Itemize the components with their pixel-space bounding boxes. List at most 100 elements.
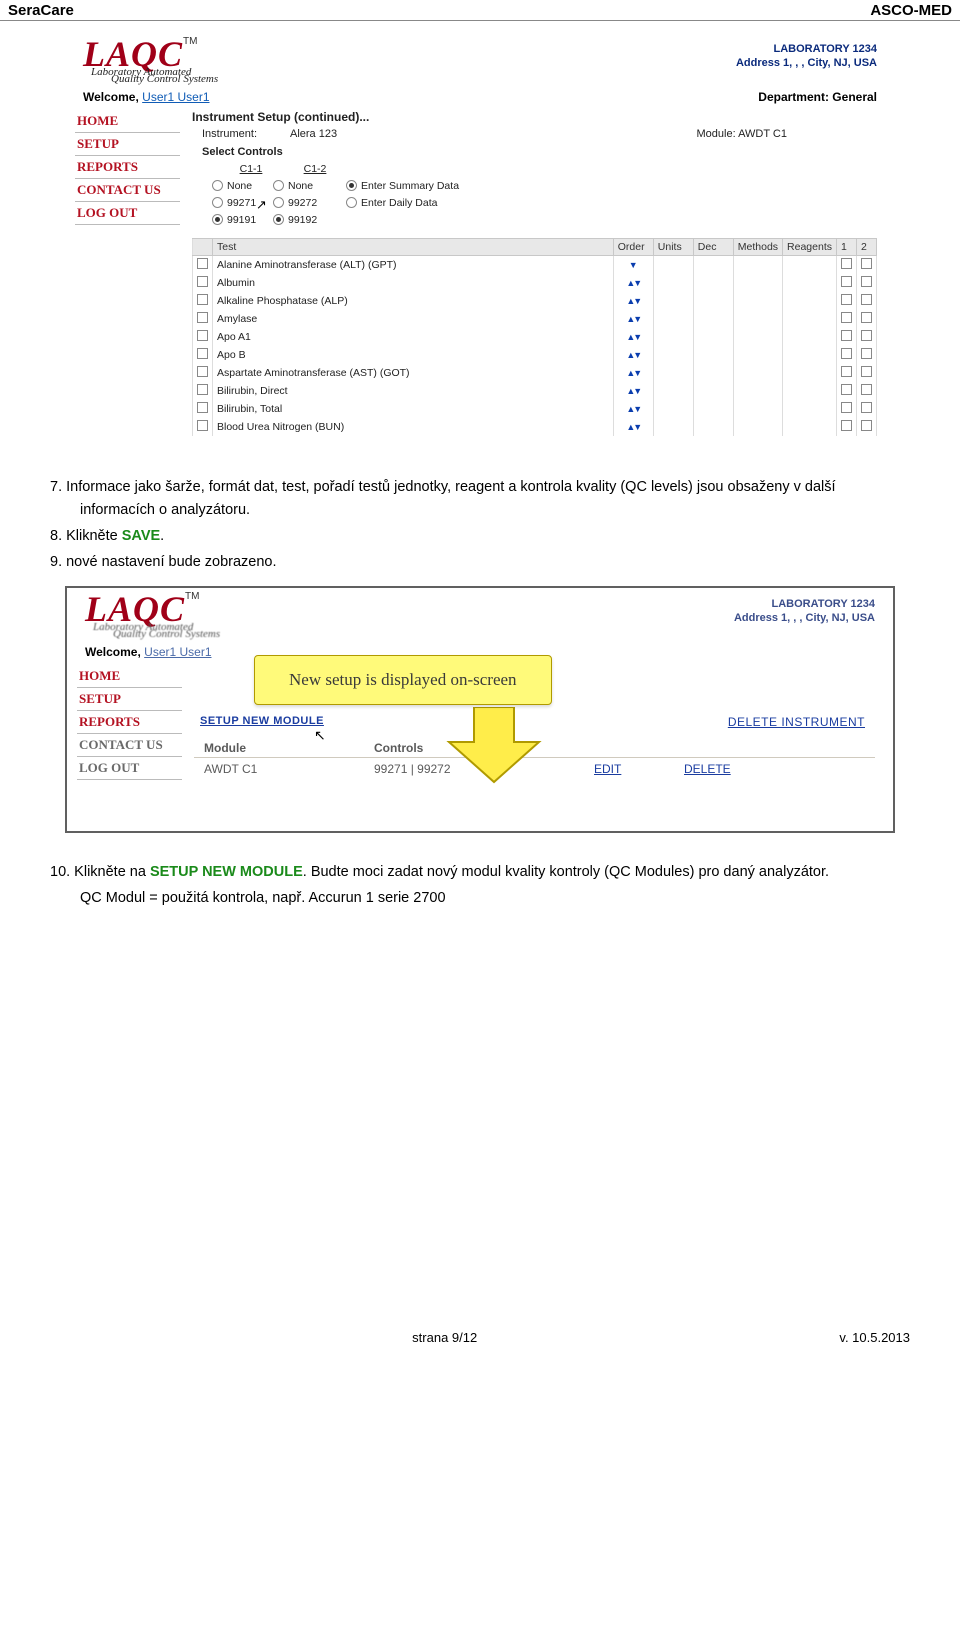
nav-setup[interactable]: SETUP: [75, 133, 180, 156]
radio-daily[interactable]: [346, 197, 357, 208]
edit-link[interactable]: EDIT: [594, 762, 684, 776]
checkbox-1[interactable]: [841, 348, 852, 359]
sidebar-2: HOME SETUP REPORTS CONTACT US LOG OUT: [77, 665, 182, 815]
checkbox-2[interactable]: [861, 402, 872, 413]
checkbox-2[interactable]: [861, 330, 872, 341]
body-text-2: 10. Klikněte na SETUP NEW MODULE. Budte …: [50, 861, 910, 910]
md-module: AWDT C1: [204, 762, 374, 776]
welcome-label: Welcome,: [83, 90, 139, 104]
lab-info: LABORATORY 1234 Address 1, , , City, NJ,…: [736, 37, 877, 84]
th-reagents: Reagents: [783, 239, 837, 256]
delete-instrument-link[interactable]: DELETE INSTRUMENT: [728, 715, 865, 729]
sidebar: HOME SETUP REPORTS CONTACT US LOG OUT: [75, 110, 180, 436]
order-cell[interactable]: ▲▼: [613, 400, 653, 418]
order-cell[interactable]: ▲▼: [613, 364, 653, 382]
order-cell[interactable]: ▲▼: [613, 346, 653, 364]
nav-home[interactable]: HOME: [75, 110, 180, 133]
table-row: Alkaline Phosphatase (ALP)▲▼: [193, 292, 877, 310]
order-cell[interactable]: ▲▼: [613, 274, 653, 292]
checkbox-1[interactable]: [841, 402, 852, 413]
setup-new-module-link[interactable]: SETUP NEW MODULE: [200, 715, 324, 727]
checkbox[interactable]: [197, 294, 208, 305]
nav-reports[interactable]: REPORTS: [75, 156, 180, 179]
table-row: Bilirubin, Direct▲▼: [193, 382, 877, 400]
radio-label: None: [288, 180, 330, 192]
checkbox[interactable]: [197, 258, 208, 269]
table-row: Aspartate Aminotransferase (AST) (GOT)▲▼: [193, 364, 877, 382]
welcome-2: Welcome, User1 User1: [85, 645, 212, 659]
checkbox[interactable]: [197, 348, 208, 359]
test-name: Albumin: [213, 274, 614, 292]
checkbox-1[interactable]: [841, 420, 852, 431]
checkbox[interactable]: [197, 312, 208, 323]
section-title: Instrument Setup (continued)...: [192, 110, 877, 124]
order-cell[interactable]: ▼: [613, 256, 653, 275]
checkbox[interactable]: [197, 330, 208, 341]
page-footer: strana 9/12 v. 10.5.2013: [0, 1330, 960, 1363]
lab-addr: Address 1, , , City, NJ, USA: [736, 57, 877, 71]
nav-contact[interactable]: CONTACT US: [75, 179, 180, 202]
checkbox-2[interactable]: [861, 294, 872, 305]
dept-label: Department: General: [758, 90, 877, 104]
module-label: Module:: [697, 128, 736, 140]
order-cell[interactable]: ▲▼: [613, 418, 653, 436]
checkbox-1[interactable]: [841, 258, 852, 269]
checkbox-1[interactable]: [841, 276, 852, 287]
checkbox-2[interactable]: [861, 312, 872, 323]
nav-logout[interactable]: LOG OUT: [75, 202, 180, 225]
checkbox-2[interactable]: [861, 258, 872, 269]
nav2-logout[interactable]: LOG OUT: [77, 757, 182, 780]
checkbox-2[interactable]: [861, 420, 872, 431]
col-c11: C1-1: [230, 163, 272, 175]
order-cell[interactable]: ▲▼: [613, 382, 653, 400]
radio-c11-99191[interactable]: [212, 214, 223, 225]
screenshot-1: LAQCTM Laboratory Automated Quality Cont…: [65, 33, 895, 448]
checkbox-2[interactable]: [861, 276, 872, 287]
radio-c12-none[interactable]: [273, 180, 284, 191]
nav2-contact[interactable]: CONTACT US: [77, 734, 182, 757]
order-cell[interactable]: ▲▼: [613, 292, 653, 310]
welcome: Welcome, User1 User1: [83, 90, 210, 104]
tm-2: TM: [185, 591, 199, 602]
logo-sub2-2: Quality Control Systems: [85, 629, 220, 639]
p8a: 8. Klikněte: [50, 528, 122, 544]
radio-c12-99272[interactable]: [273, 197, 284, 208]
table-row: Amylase▲▼: [193, 310, 877, 328]
checkbox-2[interactable]: [861, 384, 872, 395]
nav2-setup[interactable]: SETUP: [77, 688, 182, 711]
user-link-2[interactable]: User1 User1: [144, 645, 211, 659]
checkbox[interactable]: [197, 384, 208, 395]
radio-summary[interactable]: [346, 180, 357, 191]
checkbox[interactable]: [197, 402, 208, 413]
test-name: Alkaline Phosphatase (ALP): [213, 292, 614, 310]
checkbox-1[interactable]: [841, 366, 852, 377]
order-cell[interactable]: ▲▼: [613, 310, 653, 328]
checkbox[interactable]: [197, 276, 208, 287]
radio-label: 99271: [227, 197, 269, 209]
nav2-home[interactable]: HOME: [77, 665, 182, 688]
footer-ver: v. 10.5.2013: [839, 1330, 910, 1345]
logo-block-2: LAQCTM Laboratory Automated Quality Cont…: [85, 592, 220, 639]
tm: TM: [183, 36, 197, 47]
delete-link[interactable]: DELETE: [684, 762, 764, 776]
order-cell[interactable]: ▲▼: [613, 328, 653, 346]
radio-c12-99192[interactable]: [273, 214, 284, 225]
checkbox[interactable]: [197, 420, 208, 431]
checkbox-1[interactable]: [841, 312, 852, 323]
checkbox-2[interactable]: [861, 366, 872, 377]
table-row: Apo A1▲▼: [193, 328, 877, 346]
radio-c11-99271[interactable]: [212, 197, 223, 208]
radio-c11-none[interactable]: [212, 180, 223, 191]
kw-setup: SETUP NEW MODULE: [150, 864, 303, 880]
th-order: Order: [613, 239, 653, 256]
user-link[interactable]: User1 User1: [142, 90, 209, 104]
checkbox-1[interactable]: [841, 294, 852, 305]
checkbox-1[interactable]: [841, 330, 852, 341]
table-row: Bilirubin, Total▲▼: [193, 400, 877, 418]
th-test: Test: [213, 239, 614, 256]
nav2-reports[interactable]: REPORTS: [77, 711, 182, 734]
checkbox-1[interactable]: [841, 384, 852, 395]
checkbox-2[interactable]: [861, 348, 872, 359]
checkbox[interactable]: [197, 366, 208, 377]
module-field: Module: AWDT C1: [697, 128, 878, 140]
